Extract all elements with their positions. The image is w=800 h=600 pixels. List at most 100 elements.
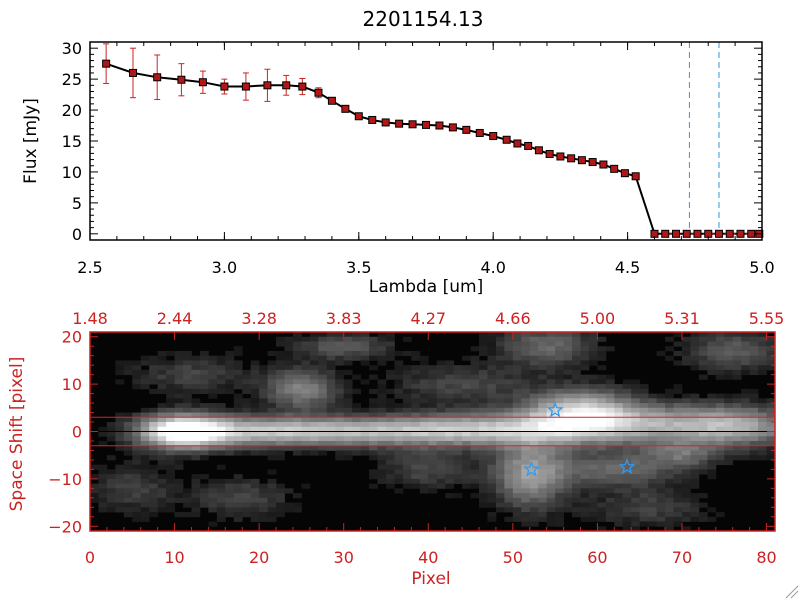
image-cell (639, 403, 649, 409)
image-cell (665, 526, 674, 532)
image-cell (648, 450, 658, 456)
image-cell (301, 336, 311, 342)
image-cell (183, 426, 192, 432)
image-cell (529, 341, 539, 347)
image-cell (326, 341, 336, 347)
image-cell (487, 450, 497, 456)
image-cell (335, 388, 345, 394)
image-cell (665, 507, 674, 513)
image-cell (614, 488, 624, 494)
image-cell (749, 436, 759, 442)
image-cell (504, 516, 514, 522)
image-cell (267, 388, 277, 394)
image-cell (318, 336, 328, 342)
image-cell (690, 478, 700, 485)
image-cell (732, 431, 742, 437)
image-cell (656, 398, 666, 404)
image-cell (597, 483, 607, 489)
image-cell (758, 365, 767, 371)
resize-grip-icon[interactable] (785, 585, 799, 599)
image-cell (631, 422, 641, 428)
image-cell (758, 440, 767, 447)
data-point-4 (198, 78, 207, 87)
image-cell (707, 507, 717, 513)
image-cell (479, 497, 488, 503)
image-cell (749, 360, 759, 366)
image-cell (707, 455, 717, 461)
image-cell (149, 502, 159, 508)
image-cell (216, 369, 226, 376)
data-point-11 (327, 96, 336, 105)
image-cell (512, 474, 522, 480)
image-cell (639, 426, 649, 432)
image-cell (749, 346, 759, 352)
image-cell (580, 431, 590, 437)
image-cell (555, 516, 564, 522)
image-cell (597, 384, 607, 390)
image-cell (318, 374, 328, 380)
image-cell (614, 455, 624, 461)
image-cell (707, 426, 717, 432)
image-cell (250, 360, 260, 366)
image-cell (445, 407, 455, 413)
image-cell (157, 422, 167, 428)
image-cell (225, 507, 235, 513)
image-cell (394, 464, 404, 470)
pixel-tick-label: 70 (672, 548, 692, 567)
image-cell (529, 374, 539, 380)
image-cell (208, 450, 218, 456)
image-cell (335, 360, 345, 366)
image-cell (512, 426, 522, 432)
image-cell (690, 474, 700, 480)
image-cell (698, 365, 708, 371)
image-cell (631, 474, 641, 480)
image-cell (174, 483, 184, 489)
image-cell (411, 455, 421, 461)
image-cell (495, 388, 505, 394)
image-cell (140, 464, 150, 470)
image-cell (377, 478, 387, 485)
image-cell (512, 455, 522, 461)
image-cell (487, 426, 497, 432)
image-cell (225, 412, 235, 418)
image-cell (741, 369, 751, 376)
image-cell (563, 360, 573, 366)
image-cell (572, 379, 581, 385)
image-cell (521, 341, 531, 347)
image-cell (631, 516, 641, 522)
image-cell (343, 369, 353, 376)
data-point-0 (102, 59, 111, 68)
image-cell (690, 350, 700, 357)
image-cell (233, 445, 243, 451)
image-cell (436, 464, 446, 470)
image-cell (216, 493, 226, 499)
image-cell (284, 346, 294, 352)
image-cell (741, 393, 751, 399)
y-axis-label: Flux [mJy] (21, 98, 41, 184)
image-cell (385, 426, 395, 432)
image-cell (419, 469, 429, 475)
image-cell (402, 403, 412, 409)
image-cell (242, 417, 252, 423)
image-cell (715, 369, 725, 376)
image-cell (521, 346, 531, 352)
image-cell (352, 346, 362, 352)
image-cell (707, 350, 717, 357)
image-cell (377, 417, 387, 423)
image-cell (301, 417, 311, 423)
image-cell (741, 431, 751, 437)
image-cell (292, 436, 302, 442)
image-cell (385, 436, 395, 442)
image-cell (495, 393, 505, 399)
image-cell (749, 431, 759, 437)
image-cell (681, 455, 691, 461)
image-cell (622, 422, 632, 428)
data-point-27 (534, 146, 543, 155)
image-cell (411, 422, 421, 428)
image-cell (665, 407, 674, 413)
image-cell (309, 365, 319, 371)
image-cell (665, 422, 674, 428)
image-cell (597, 388, 607, 394)
image-cell (741, 388, 751, 394)
image-cell (301, 379, 311, 385)
